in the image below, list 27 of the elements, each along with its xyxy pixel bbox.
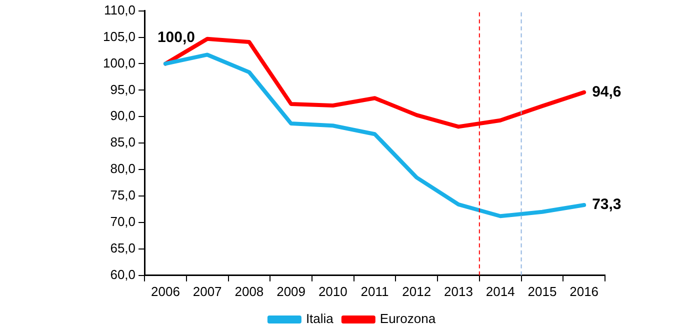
- x-tick-label: 2015: [528, 284, 557, 299]
- legend-label: Eurozona: [380, 311, 436, 326]
- y-tick-label: 85,0: [110, 134, 136, 150]
- data-label: 73,3: [592, 196, 622, 214]
- y-tick-label: 90,0: [110, 108, 136, 124]
- x-tick-label: 2013: [444, 284, 473, 299]
- x-tick-label: 2016: [570, 284, 599, 299]
- y-tick-label: 60,0: [110, 266, 136, 282]
- y-tick-label: 95,0: [110, 82, 136, 97]
- y-tick-label: 65,0: [110, 240, 136, 256]
- y-tick-label: 100,0: [102, 55, 136, 70]
- y-tick-label: 80,0: [110, 161, 136, 176]
- y-tick-label: 110,0: [104, 2, 136, 18]
- x-tick-label: 2012: [402, 284, 432, 299]
- data-label: 94,6: [592, 83, 622, 100]
- data-label: 100,0: [157, 28, 196, 46]
- y-tick-label: 105,0: [102, 28, 136, 44]
- y-tick-label: 70,0: [110, 214, 136, 230]
- x-tick-label: 2010: [318, 284, 348, 299]
- legend-label: Italia: [306, 311, 334, 326]
- x-tick-label: 2006: [151, 284, 180, 299]
- x-tick-label: 2014: [486, 284, 515, 299]
- x-tick-label: 2007: [192, 284, 222, 299]
- x-tick-label: 2009: [276, 284, 306, 299]
- y-tick-label: 75,0: [110, 188, 136, 203]
- x-tick-label: 2008: [234, 284, 264, 299]
- x-tick-label: 2011: [360, 284, 389, 299]
